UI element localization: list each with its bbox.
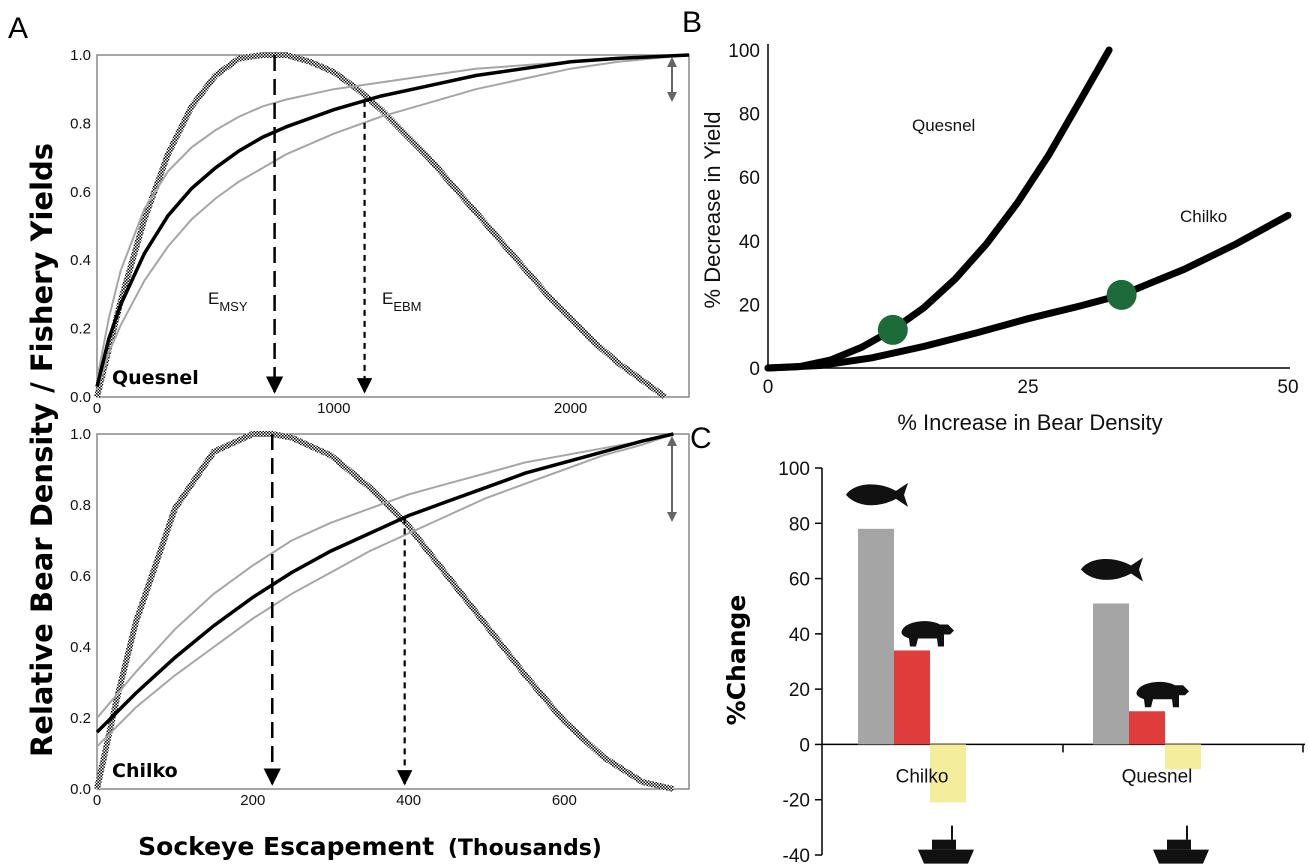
plot-frame bbox=[96, 433, 690, 790]
x-tick-label: 400 bbox=[396, 792, 421, 809]
series-label-chilko: Chilko bbox=[1180, 207, 1227, 226]
series-label-quesnel: Quesnel bbox=[912, 116, 975, 135]
fishery-yield-curve bbox=[94, 52, 668, 400]
x-tick-label: 0 bbox=[93, 792, 101, 809]
c-y-axis-label: %Change bbox=[722, 595, 751, 726]
fishery-yield-curve bbox=[94, 431, 675, 792]
y-tick-label: 0 bbox=[749, 359, 760, 380]
y-tick-label: 80 bbox=[739, 105, 760, 126]
y-tick-label: 40 bbox=[789, 625, 810, 646]
bar-salmon-chilko bbox=[858, 528, 894, 745]
bear-density-line bbox=[95, 53, 690, 388]
x-tick-label: 1000 bbox=[317, 400, 350, 417]
curve-chilko bbox=[764, 211, 1292, 372]
y-tick-label: 1.0 bbox=[70, 426, 91, 443]
panel-letter-a: A bbox=[8, 12, 28, 45]
density-ci-lower-line bbox=[96, 54, 690, 391]
category-label-quesnel: Quesnel bbox=[1122, 766, 1193, 787]
y-tick-label: 0 bbox=[799, 735, 810, 756]
density-ci-upper-line bbox=[96, 433, 674, 719]
bar-fishing-boat-quesnel bbox=[1165, 744, 1201, 770]
e-ebm-label: EEBM bbox=[382, 289, 422, 314]
salmon-icon bbox=[846, 482, 908, 507]
plot-frame bbox=[96, 54, 690, 398]
category-label-chilko: Chilko bbox=[896, 766, 949, 787]
panel-b: 0 20 40 60 80 100 0 25 50 % Decrease in Yield % … bbox=[700, 41, 1299, 435]
x-tick-label: 2000 bbox=[554, 400, 587, 417]
highlight-point-quesnel bbox=[877, 314, 908, 345]
bear-icon-body bbox=[901, 621, 954, 647]
bear-icon bbox=[1136, 681, 1189, 708]
b-x-axis-label: % Increase in Bear Density bbox=[897, 410, 1162, 435]
y-tick-label: 0.4 bbox=[70, 639, 91, 656]
x-tick-label: 50 bbox=[1277, 377, 1298, 398]
y-tick-label: 60 bbox=[739, 168, 760, 189]
x-tick-label: 0 bbox=[763, 377, 774, 398]
panel-letter-c: C bbox=[690, 422, 712, 455]
x-tick-label: 200 bbox=[240, 792, 265, 809]
panel-label-chilko: Chilko bbox=[112, 760, 178, 782]
y-tick-label: 0.0 bbox=[70, 389, 91, 406]
bear-density-line bbox=[95, 432, 674, 734]
bear-icon bbox=[901, 621, 954, 647]
boat-hull bbox=[918, 849, 974, 864]
y-tick-label: 100 bbox=[728, 41, 760, 62]
y-tick-label: 0.8 bbox=[70, 497, 91, 514]
panel-a-chilko: 0.0 0.2 0.4 0.6 0.8 1.0 0 200 400 600 Chilko bbox=[70, 426, 690, 809]
fishing-boat-icon bbox=[1153, 825, 1209, 864]
y-tick-label: -20 bbox=[783, 791, 810, 812]
density-ci-upper-line bbox=[96, 54, 690, 381]
bear-icon-body bbox=[1136, 681, 1189, 708]
shared-y-axis-label: Relative Bear Density / Fishery Yields bbox=[25, 143, 59, 757]
boat-cabin bbox=[932, 839, 956, 850]
y-tick-label: 80 bbox=[789, 514, 810, 535]
y-tick-label: 0.2 bbox=[70, 321, 91, 338]
y-tick-label: 0.4 bbox=[70, 252, 91, 269]
y-tick-label: 0.2 bbox=[70, 710, 91, 727]
x-axis-unit: (Thousands) bbox=[448, 836, 602, 861]
y-tick-label: 20 bbox=[739, 295, 760, 316]
panel-letter-b: B bbox=[682, 6, 702, 39]
bar-bear-quesnel bbox=[1129, 711, 1165, 745]
x-tick-label: 25 bbox=[1017, 377, 1038, 398]
y-tick-label: 100 bbox=[778, 459, 810, 480]
shared-x-axis-label: Sockeye Escapement (Thousands) bbox=[138, 832, 602, 861]
bar-salmon-quesnel bbox=[1093, 603, 1129, 745]
highlight-point-chilko bbox=[1106, 279, 1137, 310]
salmon-icon bbox=[1081, 557, 1143, 582]
bar-fishing-boat-chilko bbox=[930, 744, 966, 803]
boat-hull bbox=[1153, 849, 1209, 864]
y-tick-label: 0.6 bbox=[70, 184, 91, 201]
panel-c: -40 -20 0 20 40 60 80 100 Chilko Quesnel %Change bbox=[722, 459, 1305, 864]
density-ci-lower-line bbox=[96, 433, 674, 748]
salmon-icon-body bbox=[1081, 557, 1143, 582]
y-tick-label: 20 bbox=[789, 680, 810, 701]
fishing-boat-icon bbox=[918, 825, 974, 864]
x-tick-label: 600 bbox=[552, 792, 577, 809]
bar-bear-chilko bbox=[894, 650, 930, 745]
y-tick-label: 40 bbox=[739, 232, 760, 253]
x-tick-label: 0 bbox=[93, 400, 101, 417]
y-tick-label: 1.0 bbox=[70, 47, 91, 64]
x-axis-main: Sockeye Escapement bbox=[138, 832, 434, 861]
y-tick-label: 0.0 bbox=[70, 781, 91, 798]
y-tick-label: 60 bbox=[789, 570, 810, 591]
panel-a-quesnel: 0.0 0.2 0.4 0.6 0.8 1.0 0 1000 2000 EEBM EMSY Qu… bbox=[70, 47, 690, 417]
y-tick-label: 0.8 bbox=[70, 115, 91, 132]
y-tick-label: -40 bbox=[783, 846, 810, 864]
curve-quesnel bbox=[764, 46, 1113, 372]
e-msy-label: EMSY bbox=[208, 289, 248, 314]
b-y-axis-label: % Decrease in Yield bbox=[700, 112, 725, 309]
boat-cabin bbox=[1167, 839, 1191, 850]
panel-label-quesnel: Quesnel bbox=[112, 367, 199, 389]
y-tick-label: 0.6 bbox=[70, 568, 91, 585]
salmon-icon-body bbox=[846, 482, 908, 507]
